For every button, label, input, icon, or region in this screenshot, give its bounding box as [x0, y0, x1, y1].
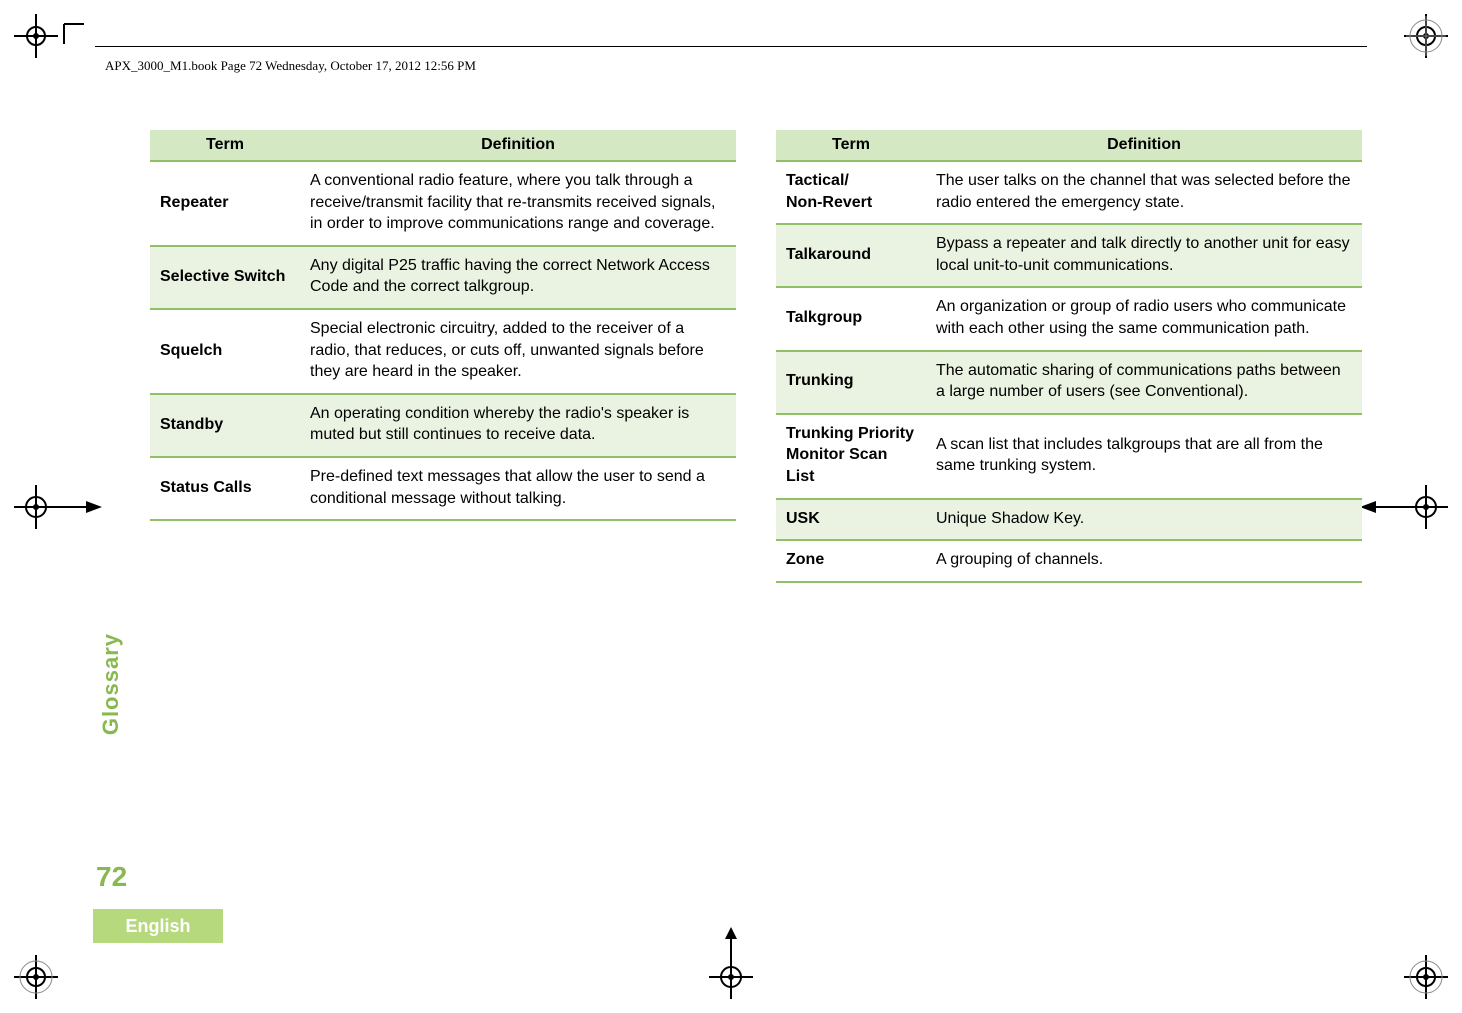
table-row: Tactical/ Non-Revert The user talks on t… — [776, 161, 1362, 224]
crop-mark-bottom-left — [14, 919, 94, 999]
term-cell: Tactical/ Non-Revert — [776, 161, 926, 224]
term-cell: Squelch — [150, 309, 300, 394]
term-cell: Zone — [776, 540, 926, 582]
language-tab: English — [93, 909, 223, 943]
table-row: Standby An operating condition whereby t… — [150, 394, 736, 457]
definition-cell: A scan list that includes talkgroups tha… — [926, 414, 1362, 499]
crop-mark-bottom — [701, 927, 761, 1007]
crop-mark-icon — [701, 927, 761, 1007]
definition-cell: Pre-defined text messages that allow the… — [300, 457, 736, 520]
table-row: USK Unique Shadow Key. — [776, 499, 1362, 541]
crop-mark-icon — [14, 919, 94, 999]
col-header-term: Term — [150, 130, 300, 161]
col-header-definition: Definition — [926, 130, 1362, 161]
definition-cell: The automatic sharing of communications … — [926, 351, 1362, 414]
definition-cell: Bypass a repeater and talk directly to a… — [926, 224, 1362, 287]
table-row: Status Calls Pre-defined text messages t… — [150, 457, 736, 520]
crop-mark-icon — [1346, 477, 1456, 537]
page-number: 72 — [96, 861, 127, 893]
glossary-table-right: Term Definition Tactical/ Non-Revert The… — [776, 130, 1362, 583]
crop-mark-left — [6, 477, 116, 537]
table-row: Talkgroup An organization or group of ra… — [776, 287, 1362, 350]
term-cell: Standby — [150, 394, 300, 457]
table-row: Squelch Special electronic circuitry, ad… — [150, 309, 736, 394]
crop-mark-bottom-right — [1368, 919, 1448, 999]
crop-mark-icon — [14, 14, 94, 94]
page-content: Term Definition Repeater A conventional … — [150, 130, 1362, 883]
table-row: Zone A grouping of channels. — [776, 540, 1362, 582]
definition-cell: An organization or group of radio users … — [926, 287, 1362, 350]
right-column: Term Definition Tactical/ Non-Revert The… — [776, 130, 1362, 883]
term-cell: Talkgroup — [776, 287, 926, 350]
term-cell: Repeater — [150, 161, 300, 246]
term-cell: Trunking Priority Monitor Scan List — [776, 414, 926, 499]
table-row: Selective Switch Any digital P25 traffic… — [150, 246, 736, 309]
definition-cell: A grouping of channels. — [926, 540, 1362, 582]
crop-mark-top-right — [1368, 14, 1448, 94]
term-cell: Trunking — [776, 351, 926, 414]
definition-cell: Special electronic circuitry, added to t… — [300, 309, 736, 394]
side-gutter: Glossary 72 — [98, 633, 158, 893]
glossary-table-left: Term Definition Repeater A conventional … — [150, 130, 736, 521]
left-column: Term Definition Repeater A conventional … — [150, 130, 736, 883]
table-row: Repeater A conventional radio feature, w… — [150, 161, 736, 246]
crop-mark-top-left — [14, 14, 94, 94]
header-rule — [95, 46, 1367, 47]
table-row: Talkaround Bypass a repeater and talk di… — [776, 224, 1362, 287]
term-cell: USK — [776, 499, 926, 541]
crop-mark-icon — [6, 477, 116, 537]
definition-cell: Unique Shadow Key. — [926, 499, 1362, 541]
table-row: Trunking Priority Monitor Scan List A sc… — [776, 414, 1362, 499]
col-header-term: Term — [776, 130, 926, 161]
section-heading: Glossary — [98, 633, 124, 735]
header-text: APX_3000_M1.book Page 72 Wednesday, Octo… — [105, 58, 476, 74]
term-cell: Talkaround — [776, 224, 926, 287]
crop-mark-icon — [1368, 14, 1448, 94]
term-cell: Selective Switch — [150, 246, 300, 309]
definition-cell: A conventional radio feature, where you … — [300, 161, 736, 246]
definition-cell: Any digital P25 traffic having the corre… — [300, 246, 736, 309]
table-row: Trunking The automatic sharing of commun… — [776, 351, 1362, 414]
term-cell: Status Calls — [150, 457, 300, 520]
crop-mark-icon — [1368, 919, 1448, 999]
definition-cell: The user talks on the channel that was s… — [926, 161, 1362, 224]
definition-cell: An operating condition whereby the radio… — [300, 394, 736, 457]
crop-mark-right — [1346, 477, 1456, 537]
col-header-definition: Definition — [300, 130, 736, 161]
